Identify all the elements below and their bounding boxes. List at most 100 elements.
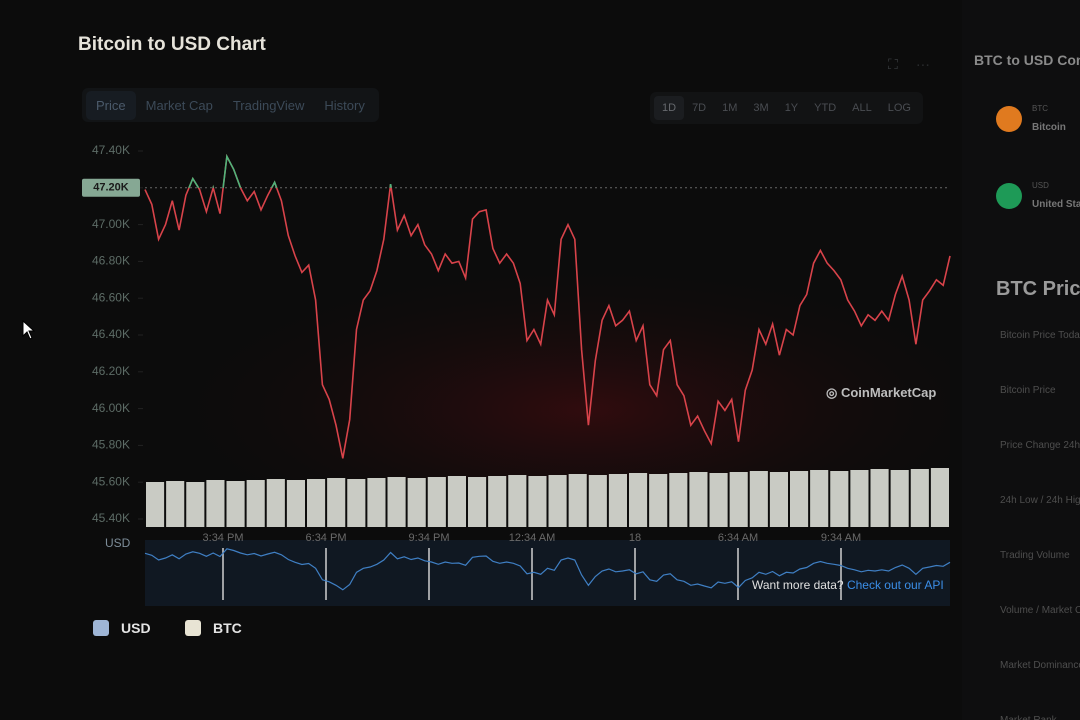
stat-label: Bitcoin Price	[1000, 385, 1056, 396]
side-panel: BTC to USD Converter BTC Bitcoin USD Uni…	[962, 0, 1080, 720]
range-button[interactable]: 1M	[722, 102, 738, 114]
tab[interactable]: Market Cap	[145, 97, 213, 113]
volume-bar	[347, 479, 366, 527]
volume-bar	[407, 478, 426, 527]
volume-bar	[327, 478, 346, 527]
chart-glow	[145, 200, 950, 480]
volume-bar	[810, 470, 829, 527]
volume-bar	[689, 472, 708, 527]
range-button[interactable]: ALL	[852, 102, 872, 114]
stats-title: BTC Price Statistics	[996, 278, 1080, 300]
panel-title: BTC to USD Converter	[974, 52, 1080, 68]
volume-bar	[709, 473, 728, 527]
volume-bar	[226, 481, 245, 527]
volume-bar	[166, 481, 185, 527]
y-tick-label: 45.60K	[92, 474, 130, 488]
volume-bar	[387, 477, 406, 527]
navigator-bg	[145, 540, 950, 606]
coin-symbol: BTC	[1032, 104, 1048, 113]
volume-bar	[608, 474, 627, 527]
range-button[interactable]: 1Y	[784, 102, 799, 114]
tab[interactable]: History	[324, 97, 365, 113]
btc-icon	[996, 106, 1022, 132]
volume-bar	[870, 469, 889, 527]
y-tick-label: 46.00K	[92, 401, 130, 415]
navigator-line	[144, 548, 951, 591]
volume-bar	[468, 477, 487, 527]
volume-bar	[206, 480, 225, 527]
volume-bar	[367, 478, 386, 527]
volume-bar	[508, 475, 527, 527]
range-bar: 1D 7D 1M 3M 1Y YTD ALL LOG	[650, 92, 923, 124]
y-tick-label: 47.40K	[92, 143, 130, 157]
reference-label: 47.20K	[93, 182, 129, 194]
y-tick-label: 46.20K	[92, 364, 130, 378]
x-tick-label: 12:34 AM	[509, 532, 555, 544]
volume-bar	[769, 472, 788, 527]
x-tick-label: 6:34 PM	[306, 532, 347, 544]
stat-label: Market Dominance	[1000, 660, 1080, 671]
legend-item[interactable]: BTC	[185, 620, 242, 636]
api-link[interactable]: Check out our API	[846, 578, 944, 592]
volume-bar	[910, 469, 929, 527]
usd-icon	[996, 183, 1022, 209]
mouse-cursor	[22, 320, 36, 340]
stat-label: Price Change 24h	[1000, 440, 1080, 451]
coin-name: Bitcoin	[1032, 122, 1066, 133]
volume-bar	[890, 470, 909, 527]
watermark: ◎ CoinMarketCap	[826, 385, 937, 400]
coin-name: United States Dollar	[1032, 199, 1080, 210]
volume-bar	[830, 471, 849, 527]
stat-label: Market Rank	[1000, 715, 1057, 720]
y-tick-label: 46.40K	[92, 327, 130, 341]
range-button[interactable]: YTD	[814, 102, 837, 114]
legend-swatch	[185, 620, 201, 636]
volume-bar	[568, 474, 587, 527]
legend-swatch	[93, 620, 109, 636]
tab[interactable]: TradingView	[232, 97, 305, 113]
y-tick-label: 46.60K	[92, 290, 130, 304]
x-tick-label: 9:34 AM	[821, 532, 861, 544]
volume-bar	[749, 471, 768, 527]
range-button[interactable]: LOG	[887, 102, 911, 114]
legend-item[interactable]: USD	[93, 620, 151, 636]
tab[interactable]: Price	[86, 90, 136, 120]
volume-bar	[246, 480, 265, 527]
volume-bar	[146, 482, 165, 527]
legend-label: USD	[121, 620, 151, 636]
legend-label: BTC	[213, 620, 242, 636]
reference-badge	[82, 178, 140, 197]
volume-bar	[629, 473, 648, 527]
volume-bar	[186, 482, 205, 527]
volume-bar	[850, 470, 869, 527]
volume-bar	[588, 475, 607, 527]
range-button[interactable]: 1D	[654, 96, 685, 120]
price-line	[144, 153, 951, 459]
x-tick-label: 18	[629, 532, 641, 544]
volume-bar	[286, 480, 305, 527]
volume-bar	[790, 471, 809, 527]
y-tick-label: 47.00K	[92, 217, 130, 231]
volume-bar	[649, 474, 668, 527]
x-tick-label: 3:34 PM	[203, 532, 244, 544]
more-data: Want more data? Check out our API	[752, 578, 944, 592]
x-tick-label: 9:34 PM	[409, 532, 450, 544]
volume-bar	[266, 479, 285, 527]
volume-bar	[729, 472, 748, 527]
tab-bar: Price Market Cap TradingView History	[82, 88, 379, 122]
volume-bar	[548, 475, 567, 527]
chart: 47.40K 47.20K 47.00K 46.80K 46.60K 46.40K 46.2…	[82, 143, 951, 606]
volume-bar	[528, 476, 547, 527]
coin-symbol: USD	[1032, 181, 1049, 190]
range-button[interactable]: 3M	[753, 102, 769, 114]
note: Want more data?	[752, 578, 844, 592]
volume-bar	[447, 476, 466, 527]
volume-bar	[427, 477, 446, 527]
chart-icons[interactable]: ⛶⋯	[888, 56, 948, 72]
volume-bar	[488, 476, 507, 527]
stat-label: Bitcoin Price Today	[1000, 330, 1080, 341]
watermark-text: CoinMarketCap	[840, 385, 937, 400]
range-button[interactable]: 7D	[692, 102, 707, 114]
y-tick-label: 45.40K	[92, 511, 130, 525]
